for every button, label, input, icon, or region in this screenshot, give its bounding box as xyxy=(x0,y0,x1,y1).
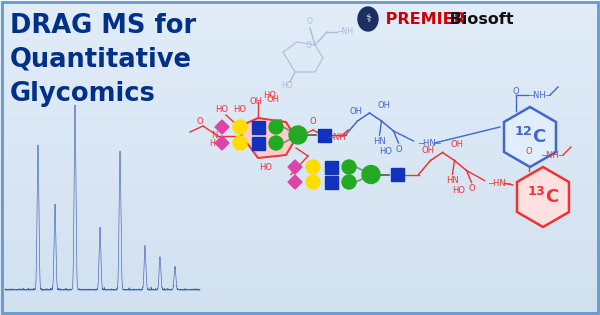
Text: O: O xyxy=(468,184,475,193)
Polygon shape xyxy=(236,118,296,158)
Circle shape xyxy=(342,175,356,189)
Text: HO: HO xyxy=(452,186,465,195)
Text: Quantitative: Quantitative xyxy=(10,47,192,73)
Text: OH: OH xyxy=(349,106,362,116)
Text: O: O xyxy=(395,145,402,153)
Bar xyxy=(317,129,331,141)
Text: ─NH: ─NH xyxy=(328,133,346,141)
Circle shape xyxy=(362,165,380,184)
Ellipse shape xyxy=(358,7,378,31)
Text: PREMIER: PREMIER xyxy=(380,12,466,26)
Text: O: O xyxy=(306,42,312,50)
Bar xyxy=(391,168,404,181)
Polygon shape xyxy=(517,167,569,227)
Text: H: H xyxy=(209,140,215,148)
Circle shape xyxy=(342,160,356,174)
Text: $\mathbf{^{13}C}$: $\mathbf{^{13}C}$ xyxy=(527,187,559,207)
Text: N: N xyxy=(211,131,217,140)
Text: O: O xyxy=(526,146,532,156)
Text: ─NH─: ─NH─ xyxy=(541,151,564,159)
Text: DRAG MS for: DRAG MS for xyxy=(10,13,196,39)
Text: ─NH: ─NH xyxy=(337,27,353,37)
Text: OH: OH xyxy=(377,100,391,110)
Text: HO: HO xyxy=(233,106,247,114)
Text: O: O xyxy=(307,18,313,26)
Text: O: O xyxy=(277,119,283,129)
Circle shape xyxy=(306,175,320,189)
Text: OH: OH xyxy=(451,140,464,149)
Polygon shape xyxy=(288,160,302,174)
Text: O: O xyxy=(310,117,316,127)
Circle shape xyxy=(289,126,307,144)
Polygon shape xyxy=(504,107,556,167)
Text: ⚕: ⚕ xyxy=(365,14,371,24)
Text: Glycomics: Glycomics xyxy=(10,81,156,107)
Text: HO: HO xyxy=(379,146,392,156)
Circle shape xyxy=(233,120,247,134)
Text: HN: HN xyxy=(373,136,386,146)
Circle shape xyxy=(269,120,283,134)
Polygon shape xyxy=(215,136,229,150)
Circle shape xyxy=(233,136,247,150)
Text: ─NH─: ─NH─ xyxy=(528,90,551,100)
Text: ─HN─: ─HN─ xyxy=(488,179,511,188)
Text: HN: HN xyxy=(446,176,459,185)
Text: HO: HO xyxy=(215,106,229,114)
Circle shape xyxy=(269,136,283,150)
Bar xyxy=(325,161,337,174)
Text: O: O xyxy=(197,117,203,127)
Bar xyxy=(325,175,337,188)
Text: O: O xyxy=(512,87,520,95)
Bar xyxy=(251,121,265,134)
Text: Biosoft: Biosoft xyxy=(444,12,514,26)
Polygon shape xyxy=(288,175,302,189)
Text: OH: OH xyxy=(422,146,435,155)
Bar xyxy=(251,136,265,150)
Text: HO: HO xyxy=(281,82,293,90)
Text: $\mathbf{^{12}C}$: $\mathbf{^{12}C}$ xyxy=(514,127,546,147)
Polygon shape xyxy=(215,120,229,134)
Text: OH: OH xyxy=(250,98,263,106)
Text: OH: OH xyxy=(266,95,280,105)
Text: ─HN─: ─HN─ xyxy=(419,139,441,147)
Circle shape xyxy=(306,160,320,174)
Text: HO: HO xyxy=(260,163,272,173)
Text: HO: HO xyxy=(263,91,276,100)
